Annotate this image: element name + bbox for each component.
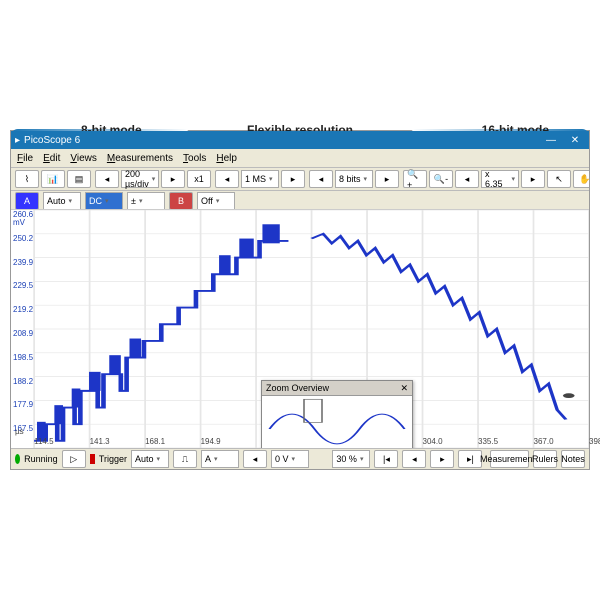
rulers-button[interactable]: Rulers bbox=[533, 450, 557, 468]
menu-views[interactable]: Views bbox=[70, 153, 97, 164]
plot-area[interactable]: 260.6250.2239.9229.5219.2208.9198.5188.2… bbox=[11, 209, 589, 449]
zoom-left[interactable]: ◂ bbox=[455, 170, 479, 188]
coupling-a[interactable]: Auto bbox=[43, 192, 81, 210]
channel-a-button[interactable]: A bbox=[15, 192, 39, 210]
x-tick-label: 304.0 bbox=[423, 437, 443, 446]
run-status-icon bbox=[15, 454, 20, 464]
trigger-level[interactable]: 0 V bbox=[271, 450, 309, 468]
trigger-icon bbox=[90, 454, 95, 464]
measurements-button[interactable]: Measurements bbox=[490, 450, 529, 468]
coupling-dc[interactable]: DC bbox=[85, 192, 123, 210]
x-tick-label: 168.1 bbox=[145, 437, 165, 446]
x-tick-label: 398.5 bbox=[589, 437, 600, 446]
trigger-edge-icon[interactable]: ⎍ bbox=[173, 450, 197, 468]
menu-measurements[interactable]: Measurements bbox=[107, 153, 173, 164]
waveform-icon[interactable]: ⌇ bbox=[15, 170, 39, 188]
play-button[interactable]: ▷ bbox=[62, 450, 86, 468]
minimize-button[interactable]: — bbox=[541, 135, 561, 146]
menu-bar: FFileile Edit Views Measurements Tools H… bbox=[11, 149, 589, 168]
trigger-channel[interactable]: A bbox=[201, 450, 239, 468]
zoom-right[interactable]: ▸ bbox=[521, 170, 545, 188]
trigger-pct[interactable]: 30 % bbox=[332, 450, 370, 468]
menu-edit[interactable]: Edit bbox=[43, 153, 60, 164]
menu-file[interactable]: FFileile bbox=[17, 153, 33, 164]
channel-b-button[interactable]: B bbox=[169, 192, 193, 210]
x-tick-label: 194.9 bbox=[201, 437, 221, 446]
bits-left[interactable]: ◂ bbox=[309, 170, 333, 188]
spectrum-icon[interactable]: 📊 bbox=[41, 170, 65, 188]
timebase-select[interactable]: 200 µs/div bbox=[121, 170, 159, 188]
samples-right[interactable]: ▸ bbox=[281, 170, 305, 188]
title-bar: ▸ PicoScope 6 — ✕ bbox=[11, 131, 589, 149]
y-tick-label: 250.2 bbox=[13, 234, 33, 243]
coupling-b[interactable]: Off bbox=[197, 192, 235, 210]
nav-prev[interactable]: ◂ bbox=[402, 450, 426, 468]
zoom-in-icon[interactable]: 🔍+ bbox=[403, 170, 427, 188]
samples-select[interactable]: 1 MS bbox=[241, 170, 279, 188]
x-tick-label: 335.5 bbox=[478, 437, 498, 446]
run-status-label: Running bbox=[24, 454, 58, 464]
app-window: 8-bit mode Flexible resolution 16-bit mo… bbox=[10, 130, 590, 470]
trigger-level-left[interactable]: ◂ bbox=[243, 450, 267, 468]
y-tick-label: 219.2 bbox=[13, 305, 33, 314]
status-bar: Running ▷ Trigger Auto ⎍ A ◂ 0 V 30 % |◂… bbox=[11, 448, 589, 469]
zoom-out-icon[interactable]: 🔍- bbox=[429, 170, 453, 188]
y-tick-label: 239.9 bbox=[13, 258, 33, 267]
x-mult[interactable]: x1 bbox=[187, 170, 211, 188]
y-tick-label: 198.5 bbox=[13, 353, 33, 362]
bits-select[interactable]: 8 bits bbox=[335, 170, 373, 188]
x-tick-label: 141.3 bbox=[90, 437, 110, 446]
zoom-overview-title: Zoom Overview bbox=[266, 383, 329, 393]
bits-right[interactable]: ▸ bbox=[375, 170, 399, 188]
hand-icon[interactable]: ✋ bbox=[573, 170, 589, 188]
x-tick-label: 367.0 bbox=[534, 437, 554, 446]
menu-help[interactable]: Help bbox=[216, 153, 237, 164]
timebase-left[interactable]: ◂ bbox=[95, 170, 119, 188]
trigger-label: Trigger bbox=[99, 454, 127, 464]
zoom-overview-close[interactable]: ✕ bbox=[400, 383, 408, 394]
range-a[interactable]: ± bbox=[127, 192, 165, 210]
nav-first[interactable]: |◂ bbox=[374, 450, 398, 468]
x-tick-label: 114.5 bbox=[34, 437, 53, 446]
y-tick-label: 229.5 bbox=[13, 281, 33, 290]
y-tick-label: 208.9 bbox=[13, 329, 33, 338]
y-tick-label: 188.2 bbox=[13, 377, 33, 386]
close-button[interactable]: ✕ bbox=[565, 135, 585, 146]
y-tick-label: 177.9 bbox=[13, 400, 33, 409]
zoom-value[interactable]: x 6.35 bbox=[481, 170, 519, 188]
pointer-icon[interactable]: ↖ bbox=[547, 170, 571, 188]
timebase-right[interactable]: ▸ bbox=[161, 170, 185, 188]
nav-next[interactable]: ▸ bbox=[430, 450, 454, 468]
notes-button[interactable]: Notes bbox=[561, 450, 585, 468]
samples-left[interactable]: ◂ bbox=[215, 170, 239, 188]
menu-tools[interactable]: Tools bbox=[183, 153, 206, 164]
trigger-mode[interactable]: Auto bbox=[131, 450, 169, 468]
persist-icon[interactable]: ▤ bbox=[67, 170, 91, 188]
nav-last[interactable]: ▸| bbox=[458, 450, 482, 468]
toolbar-main: ⌇ 📊 ▤ ◂ 200 µs/div ▸ x1 ◂ 1 MS ▸ ◂ 8 bit… bbox=[11, 168, 589, 191]
window-title: PicoScope 6 bbox=[24, 135, 80, 146]
